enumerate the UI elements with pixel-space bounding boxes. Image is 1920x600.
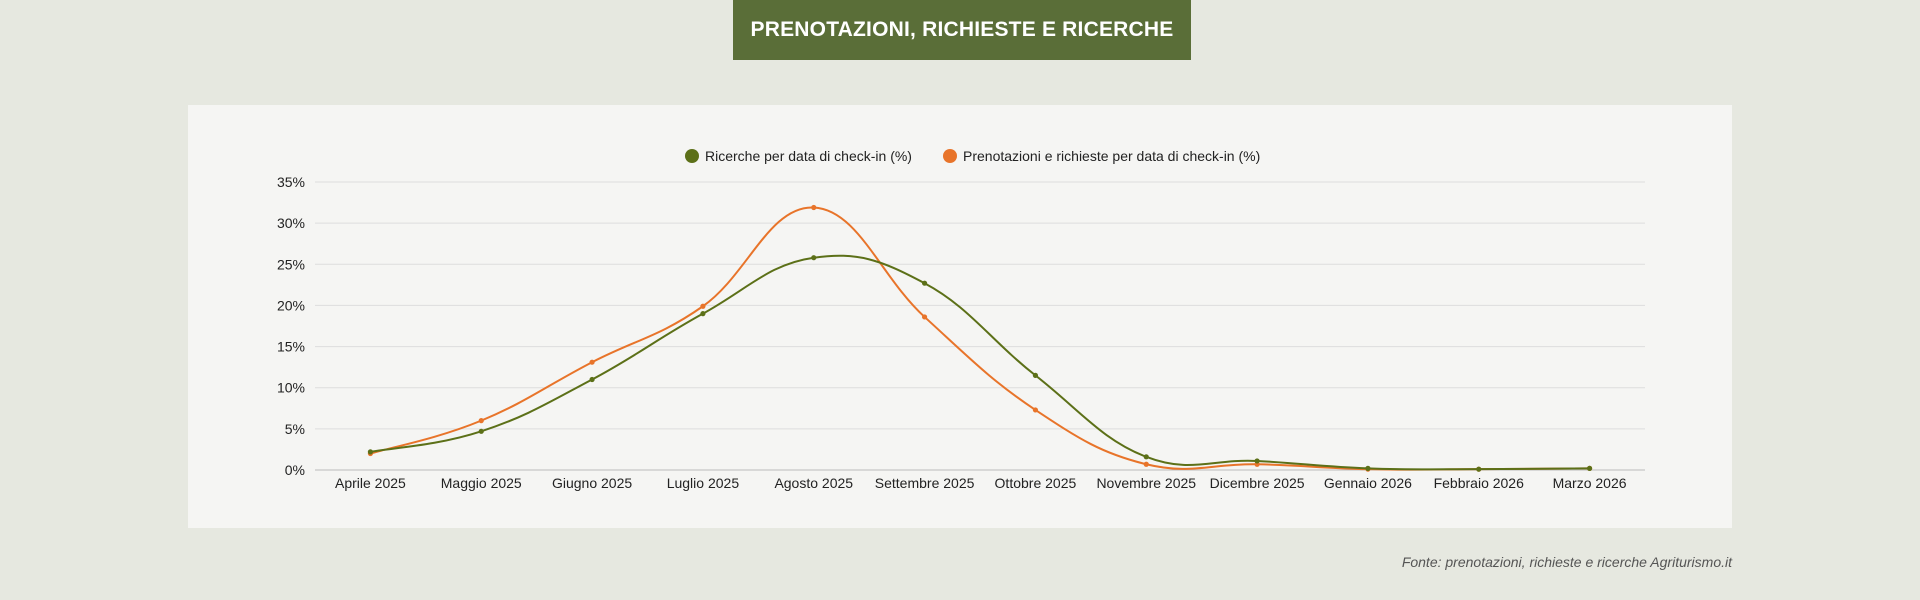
data-point-prenotazioni (921, 314, 928, 320)
data-point-prenotazioni (589, 359, 595, 365)
x-tick-label: Novembre 2025 (1096, 475, 1196, 491)
chart-title: PRENOTAZIONI, RICHIESTE E RICERCHE (750, 18, 1174, 41)
x-tick-label: Gennaio 2026 (1324, 475, 1412, 491)
data-point-ricerche (921, 280, 928, 286)
legend-label-ricerche: Ricerche per data di check-in (%) (705, 148, 912, 164)
series-line-ricerche (370, 254, 1590, 471)
data-point-ricerche (811, 255, 817, 261)
data-point-ricerche (478, 428, 484, 434)
x-tick-label: Marzo 2026 (1553, 475, 1627, 491)
data-point-ricerche (367, 449, 374, 455)
x-tick-label: Febbraio 2026 (1434, 475, 1525, 491)
y-tick-label: 25% (277, 256, 305, 272)
legend-marker-prenotazioni (943, 149, 957, 163)
data-point-prenotazioni (700, 303, 706, 309)
x-tick-label: Maggio 2025 (441, 475, 522, 491)
chart-panel: 0% 5% 10% 15% 20% 25% 30% 35% Aprile 2025 Maggio … (188, 105, 1732, 528)
data-point-prenotazioni (478, 418, 484, 424)
data-point-ricerche (1476, 466, 1482, 472)
series-line-prenotazioni (370, 206, 1590, 471)
x-tick-label: Dicembre 2025 (1210, 475, 1305, 491)
data-point-prenotazioni (1032, 407, 1039, 413)
y-tick-label: 20% (277, 297, 305, 313)
y-tick-label: 30% (277, 215, 305, 231)
data-point-ricerche (589, 376, 595, 383)
data-point-ricerche (700, 311, 706, 317)
x-tick-label: Giugno 2025 (552, 475, 632, 491)
legend-label-prenotazioni: Prenotazioni e richieste per data di che… (963, 148, 1260, 164)
x-tick-label: Ottobre 2025 (995, 475, 1077, 491)
line-chart: 0% 5% 10% 15% 20% 25% 30% 35% Aprile 2025 Maggio … (277, 148, 1645, 491)
data-point-ricerche (1254, 458, 1260, 464)
y-tick-label: 15% (277, 339, 305, 355)
data-point-ricerche (1032, 372, 1039, 378)
data-point-ricerche (1365, 465, 1371, 471)
source-note: Fonte: prenotazioni, richieste e ricerch… (1401, 554, 1732, 570)
legend-marker-ricerche (685, 149, 699, 163)
data-point-prenotazioni (811, 204, 817, 211)
y-tick-label: 10% (277, 380, 305, 396)
y-tick-label: 35% (277, 174, 305, 190)
x-tick-label: Agosto 2025 (774, 475, 853, 491)
y-tick-label: 5% (285, 421, 305, 437)
data-point-prenotazioni (1143, 461, 1149, 467)
data-point-ricerche (1586, 465, 1593, 471)
x-tick-label: Aprile 2025 (335, 475, 406, 491)
data-point-ricerche (1143, 454, 1149, 460)
x-tick-label: Settembre 2025 (875, 475, 975, 491)
x-tick-label: Luglio 2025 (667, 475, 740, 491)
chart-title-banner: PRENOTAZIONI, RICHIESTE E RICERCHE (733, 0, 1191, 60)
y-tick-label: 0% (285, 462, 305, 478)
